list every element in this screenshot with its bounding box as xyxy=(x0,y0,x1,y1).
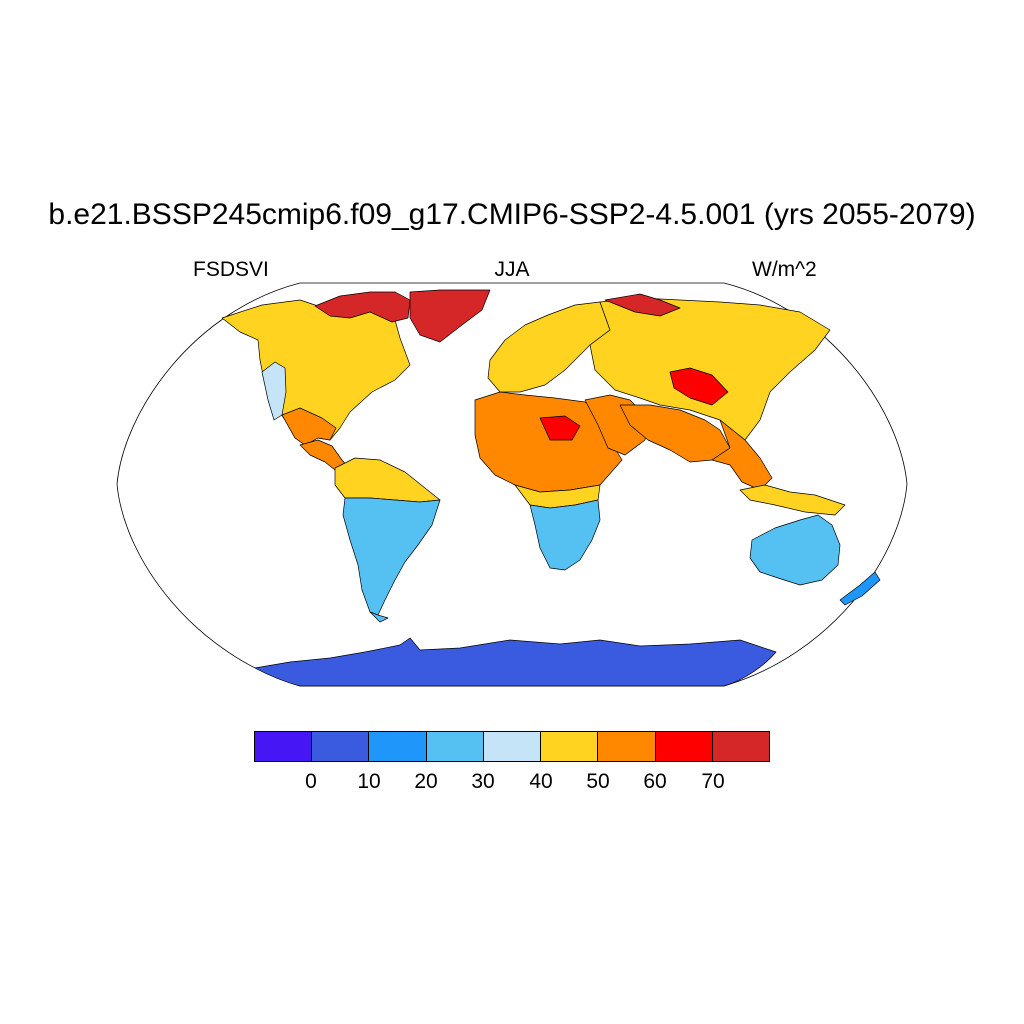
colorbar-tick-label: 0 xyxy=(305,770,317,793)
colorbar-swatch xyxy=(426,732,484,761)
colorbar-swatch xyxy=(312,732,370,761)
colorbar-tick-label: 20 xyxy=(414,770,438,793)
colorbar-swatch xyxy=(255,732,313,761)
region-russia-siberia xyxy=(589,297,831,441)
colorbar-tick-label: 40 xyxy=(529,770,553,793)
region-central-sahara xyxy=(539,415,581,441)
colorbar-tick-label: 60 xyxy=(643,770,667,793)
colorbar-swatch xyxy=(541,732,599,761)
colorbar xyxy=(254,731,770,762)
colorbar-tick-label: 50 xyxy=(586,770,610,793)
region-southern-africa xyxy=(529,499,601,571)
units-label: W/m^2 xyxy=(752,258,817,281)
colorbar-ticks: 0 10 20 30 40 50 60 70 xyxy=(254,770,770,800)
colorbar-swatch xyxy=(598,732,656,761)
colorbar-swatch xyxy=(655,732,713,761)
region-greenland xyxy=(409,289,491,343)
season-label: JJA xyxy=(494,258,530,281)
region-southeast-asia xyxy=(711,419,773,491)
region-sahara-sahel xyxy=(474,391,623,493)
region-north-siberia-coast xyxy=(604,293,681,317)
region-us-west-coast xyxy=(261,361,287,421)
region-south-america-central xyxy=(342,497,441,616)
region-us-southwest xyxy=(281,407,337,446)
colorbar-swatch xyxy=(369,732,427,761)
colorbar-tick-label: 30 xyxy=(471,770,495,793)
region-new-zealand xyxy=(839,571,881,606)
region-patagonia xyxy=(369,611,389,623)
colorbar-swatch xyxy=(483,732,542,761)
variable-label: FSDSVI xyxy=(193,258,269,281)
region-antarctica xyxy=(254,637,777,687)
map-title: b.e21.BSSP245cmip6.f09_g17.CMIP6-SSP2-4.… xyxy=(48,198,976,231)
colorbar-tick-label: 70 xyxy=(701,770,725,793)
region-canadian-arctic xyxy=(314,291,411,323)
region-tibetan-plateau xyxy=(669,367,729,406)
region-australia xyxy=(749,514,841,586)
colorbar-swatch xyxy=(712,732,769,761)
colorbar-tick-label: 10 xyxy=(357,770,381,793)
region-maritime-continent xyxy=(739,484,846,516)
